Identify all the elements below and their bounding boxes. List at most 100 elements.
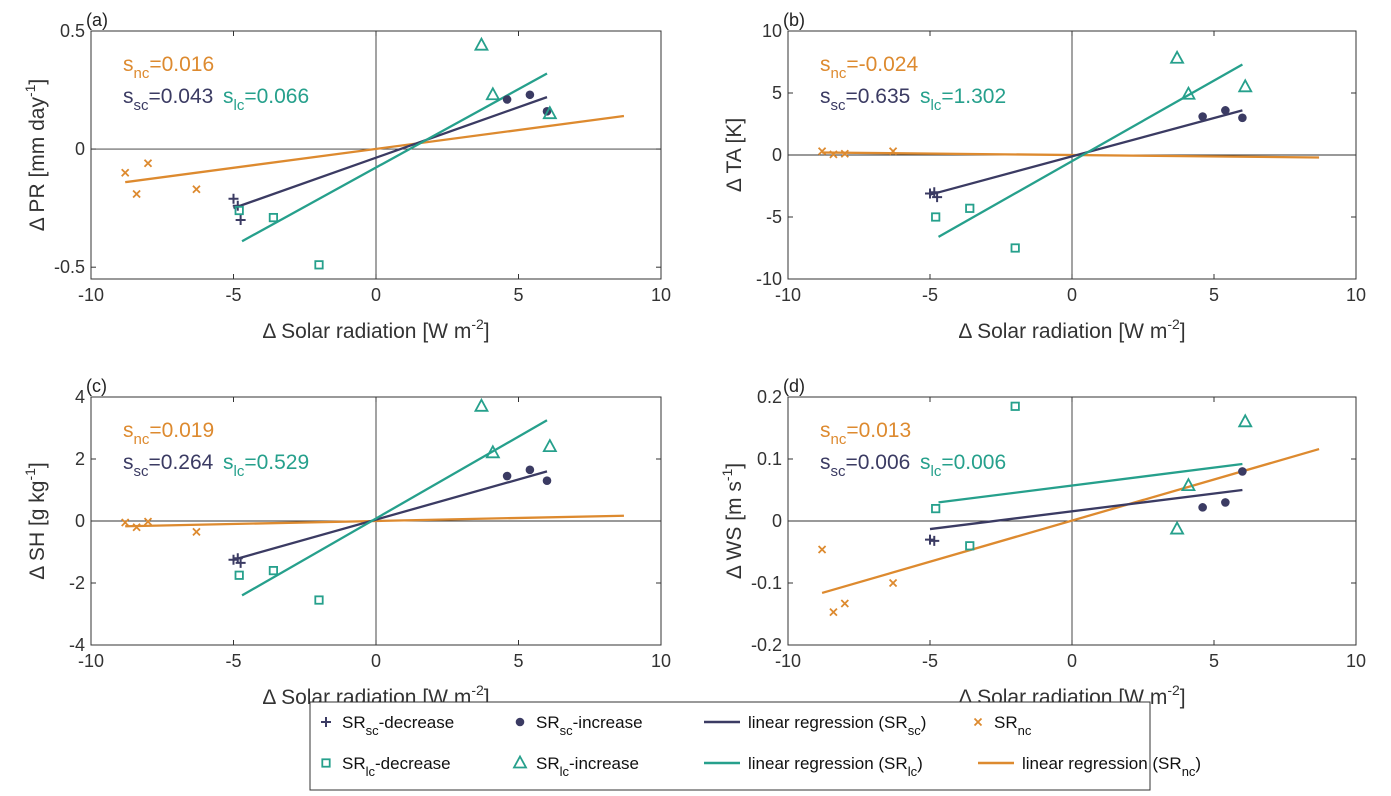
x-tick-label: 5 <box>1209 651 1219 671</box>
point-lc-increase <box>473 397 489 412</box>
point-sc-decrease <box>932 192 943 203</box>
point-nc <box>121 518 130 527</box>
legend-marker <box>973 717 983 727</box>
panel-label: (a) <box>86 10 108 30</box>
x-axis-label: Δ Solar radiation [W m-2] <box>958 316 1185 343</box>
point-lc-decrease <box>314 595 324 605</box>
x-tick-label: -10 <box>78 651 104 671</box>
point-lc-increase <box>1237 78 1253 93</box>
y-tick-label: 4 <box>75 387 85 407</box>
point-lc-decrease <box>965 541 975 551</box>
y-axis-label: Δ PR [mm day-1] <box>22 79 49 232</box>
point-nc <box>888 147 898 156</box>
panel-d: -10 -5 0 5 100.20.10-0.1-0.2(d)Δ Solar radia… <box>719 376 1366 709</box>
point-sc-increase <box>525 465 535 475</box>
point-lc-increase <box>1237 413 1253 428</box>
point-lc-decrease <box>314 260 324 270</box>
point-sc-increase <box>1221 498 1230 507</box>
y-axis-label: Δ TA [K] <box>723 118 746 192</box>
panel-a: -10 -5 0 5 10 0.5 0 -0.5 (a) Δ Solar radiation [W… <box>22 10 671 343</box>
point-lc-decrease <box>965 203 975 213</box>
point-nc <box>143 517 153 526</box>
y-tick-label: -0.1 <box>751 573 782 593</box>
point-sc-increase <box>1198 503 1207 512</box>
point-sc-increase <box>1238 113 1247 123</box>
regression-line-lc <box>241 72 548 243</box>
legend-item-reg-nc: linear regression (SRnc) <box>978 754 1201 779</box>
y-tick-label: -0.5 <box>54 257 85 277</box>
point-nc <box>143 159 153 168</box>
y-tick-label: 2 <box>75 449 85 469</box>
legend-label: linear regression (SRnc) <box>1022 754 1201 779</box>
point-sc-decrease <box>232 200 243 211</box>
legend-item-reg-lc: linear regression (SRlc) <box>704 754 923 779</box>
slope-annotation-nc: snc=0.016 <box>123 53 214 82</box>
x-tick-label: 0 <box>371 651 381 671</box>
legend-box <box>309 701 1151 791</box>
point-sc-increase <box>542 476 552 486</box>
legend-marker <box>512 754 528 769</box>
point-nc <box>121 168 130 177</box>
point-lc-decrease <box>1010 401 1020 411</box>
x-tick-label: 0 <box>1067 651 1077 671</box>
point-lc-increase <box>1169 49 1185 64</box>
slope-annotation-nc: snc=0.013 <box>820 419 911 448</box>
x-tick-label: -10 <box>775 285 801 305</box>
legend-item-sc-increase: SRsc-increase <box>515 713 643 738</box>
point-sc-increase <box>502 95 512 104</box>
legend-label: SRlc-increase <box>536 754 639 779</box>
point-sc-decrease <box>929 535 940 546</box>
legend-item-sc-decrease: SRsc-decrease <box>321 713 454 738</box>
y-axis-label: Δ WS [m s-1] <box>719 463 746 579</box>
slope-annotation-sc: ssc=0.043 <box>123 85 213 114</box>
y-tick-label: 5 <box>772 83 782 103</box>
x-tick-label: 10 <box>1346 285 1366 305</box>
x-tick-label: -10 <box>78 285 104 305</box>
legend-label: SRsc-increase <box>536 713 643 738</box>
y-tick-label: 0 <box>75 511 85 531</box>
y-tick-label: 0.1 <box>757 449 782 469</box>
y-tick-label: 10 <box>762 21 782 41</box>
panel-label: (b) <box>783 10 805 30</box>
x-tick-label: 10 <box>651 285 671 305</box>
point-lc-decrease <box>1010 243 1020 253</box>
point-sc-decrease <box>235 557 246 568</box>
point-nc <box>132 189 141 199</box>
slope-annotation-lc: slc=1.302 <box>920 85 1006 114</box>
y-tick-label: 0 <box>75 139 85 159</box>
x-tick-label: 10 <box>1346 651 1366 671</box>
x-tick-label: -5 <box>225 651 241 671</box>
regression-line-lc <box>241 419 548 597</box>
x-tick-label: 5 <box>513 285 523 305</box>
point-nc <box>888 578 898 588</box>
y-tick-label: -5 <box>766 207 782 227</box>
point-lc-increase <box>542 105 558 120</box>
point-nc <box>192 185 201 194</box>
regression-line-nc <box>822 151 1320 159</box>
y-axis-label: Δ SH [g kg-1] <box>22 462 49 580</box>
point-lc-decrease <box>234 205 244 216</box>
panel-label: (c) <box>86 376 107 396</box>
panel-b: -10 -5 0 5 10 10 5 0 -5 -10 (b) Δ Solar radiation [… <box>723 10 1366 343</box>
x-tick-label: 0 <box>1067 285 1077 305</box>
y-tick-label: 0 <box>772 145 782 165</box>
slope-annotation-lc: slc=0.529 <box>223 451 309 480</box>
point-sc-decrease <box>228 193 239 204</box>
legend-label: SRsc-decrease <box>342 713 454 738</box>
regression-line-sc <box>929 488 1243 531</box>
point-sc-decrease <box>235 214 246 225</box>
point-sc-increase <box>502 471 512 481</box>
point-lc-decrease <box>234 570 244 580</box>
point-sc-increase <box>1238 467 1247 476</box>
point-lc-increase <box>485 444 501 459</box>
x-axis-label: Δ Solar radiation [W m-2] <box>262 316 489 343</box>
point-sc-increase <box>1221 106 1230 115</box>
x-tick-label: 10 <box>651 651 671 671</box>
point-lc-increase <box>1180 477 1196 492</box>
point-lc-decrease <box>931 503 941 514</box>
slope-annotation-sc: ssc=0.006 <box>820 451 910 480</box>
legend-item-lc-decrease: SRlc-decrease <box>321 754 451 779</box>
legend-label: SRnc <box>994 713 1032 738</box>
point-lc-increase <box>1180 85 1196 100</box>
